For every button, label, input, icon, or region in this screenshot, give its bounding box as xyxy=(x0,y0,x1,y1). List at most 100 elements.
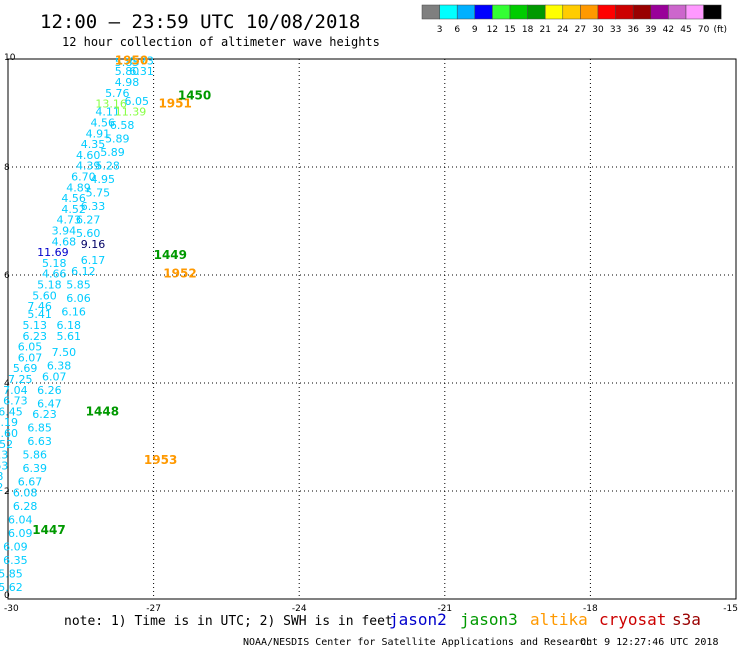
wave-height-value: 5.98 xyxy=(0,470,3,483)
wave-height-value: 6.47 xyxy=(37,397,62,410)
wave-height-value: 4.89 xyxy=(66,181,91,194)
y-tick-label: 2 xyxy=(4,487,10,497)
wave-height-value: 4.98 xyxy=(115,76,140,89)
colorbar-swatch xyxy=(421,4,440,20)
colorbar-swatch xyxy=(615,4,634,20)
wave-height-value: 4.39 xyxy=(76,160,101,173)
wave-height-value: 6.67 xyxy=(18,476,42,489)
wave-height-value: 6.27 xyxy=(76,214,101,227)
wave-height-value: 7.25 xyxy=(8,373,33,386)
wave-height-value: 6.28 xyxy=(13,500,38,513)
colorbar-swatch xyxy=(509,4,528,20)
wave-height-value: 7.04 xyxy=(3,384,28,397)
wave-height-value: 7.50 xyxy=(52,346,77,359)
x-tick-label: -24 xyxy=(292,604,307,614)
wave-height-value: 4.35 xyxy=(81,138,106,151)
x-tick-label: -15 xyxy=(723,604,738,614)
wave-height-labels: 6.735.855.806.314.985.766.0513.164.1111.… xyxy=(0,54,154,594)
wave-height-value: 6.62 xyxy=(0,481,3,494)
wave-height-value: 6.33 xyxy=(81,200,106,213)
plot-frame xyxy=(7,58,737,600)
wave-height-value: 5.41 xyxy=(27,308,52,321)
pass-label: 1449 xyxy=(154,248,187,262)
x-tick-labels: -30 -27 -24 -21 -18 -15 xyxy=(4,604,738,614)
grid xyxy=(8,59,736,599)
colorbar-label: 36 xyxy=(627,25,639,35)
wave-height-value: 6.73 xyxy=(3,395,28,408)
y-tick-label: 0 xyxy=(4,591,10,601)
wave-height-value: 5.60 xyxy=(76,227,101,240)
colorbar-unit: (ft) xyxy=(713,25,727,35)
wave-height-value: 6.70 xyxy=(71,171,96,184)
wave-height-value: 5.85 xyxy=(115,56,140,69)
wave-height-value: 6.58 xyxy=(110,119,135,132)
legend-cryosat: cryosat xyxy=(599,610,666,629)
wave-height-value: 4.95 xyxy=(91,173,116,186)
wave-height-value: 5.85 xyxy=(0,567,23,580)
pass-label: 1952 xyxy=(163,267,196,281)
colorbar-swatch xyxy=(685,4,704,20)
wave-height-value: 6.31 xyxy=(129,65,154,78)
wave-height-value: 6.23 xyxy=(32,408,57,421)
wave-height-value: 5.61 xyxy=(57,330,82,343)
colorbar-swatch xyxy=(492,4,511,20)
wave-height-value: 5.69 xyxy=(13,362,38,375)
wave-height-value: 6.38 xyxy=(47,360,72,373)
wave-height-value: 4.52 xyxy=(61,203,86,216)
wave-height-value: 5.80 xyxy=(115,65,140,78)
wave-height-value: 5.75 xyxy=(86,187,111,200)
wave-height-value: 6.45 xyxy=(0,405,23,418)
note-text: note: 1) Time is in UTC; 2) SWH is in fe… xyxy=(64,614,393,629)
y-tick-label: 6 xyxy=(4,271,10,281)
wave-height-value: 4.60 xyxy=(76,149,101,162)
colorbar-label: 18 xyxy=(522,25,534,35)
colorbar-swatch xyxy=(562,4,581,20)
pass-label: 1447 xyxy=(32,523,65,537)
colorbar-label: 15 xyxy=(504,25,515,35)
wave-height-value: 11.69 xyxy=(37,246,68,259)
wave-height-value: 6.23 xyxy=(23,330,47,343)
colorbar-label: 45 xyxy=(680,25,691,35)
wave-height-value: 4.91 xyxy=(86,127,111,140)
y-tick-label: 4 xyxy=(4,379,10,389)
wave-height-value: 5.60 xyxy=(32,289,57,302)
colorbar-label: 33 xyxy=(610,25,621,35)
legend-jason2: jason2 xyxy=(389,610,447,629)
wave-height-value: 4.73 xyxy=(57,214,82,227)
wave-height-value: 6.17 xyxy=(81,254,106,267)
wave-height-value: 6.63 xyxy=(27,435,52,448)
colorbar-swatch xyxy=(456,4,476,20)
colorbar-swatch xyxy=(580,4,599,20)
colorbar-swatch xyxy=(650,4,669,20)
wave-height-value: 5.85 xyxy=(66,279,91,292)
wave-height-value: 6.12 xyxy=(71,265,96,278)
colorbar-swatch xyxy=(474,4,493,20)
colorbar-label: 42 xyxy=(663,25,674,35)
wave-height-value: 6.39 xyxy=(23,462,47,475)
wave-height-value: 6.07 xyxy=(18,351,42,364)
chart-subtitle: 12 hour collection of altimeter wave hei… xyxy=(62,35,380,49)
wave-height-value: 4.68 xyxy=(52,235,77,248)
colorbar-label: 24 xyxy=(557,25,569,35)
colorbar-label: 39 xyxy=(645,25,657,35)
legend-jason3: jason3 xyxy=(460,610,518,629)
wave-height-value: 6.08 xyxy=(13,486,38,499)
colorbar-label: 12 xyxy=(487,25,498,35)
wave-height-value: 6.07 xyxy=(42,370,66,383)
chart-title: 12:00 – 23:59 UTC 10/08/2018 xyxy=(40,11,360,33)
wave-height-value: 7.46 xyxy=(27,300,52,313)
credit-text: NOAA/NESDIS Center for Satellite Applica… xyxy=(243,637,592,648)
wave-height-value: 6.09 xyxy=(8,527,33,540)
wave-height-value: 11.39 xyxy=(115,106,147,119)
wave-height-value: 3.94 xyxy=(52,225,77,238)
wave-height-value: 6.19 xyxy=(0,416,18,429)
wave-height-value: 6.06 xyxy=(66,292,91,305)
wave-height-value: 6.73 xyxy=(129,54,154,67)
pass-label: 1951 xyxy=(158,97,191,111)
colorbar-swatch xyxy=(632,4,652,20)
wave-height-value: 5.76 xyxy=(105,87,130,100)
y-tick-labels: 0 2 4 6 8 10 xyxy=(4,53,16,601)
